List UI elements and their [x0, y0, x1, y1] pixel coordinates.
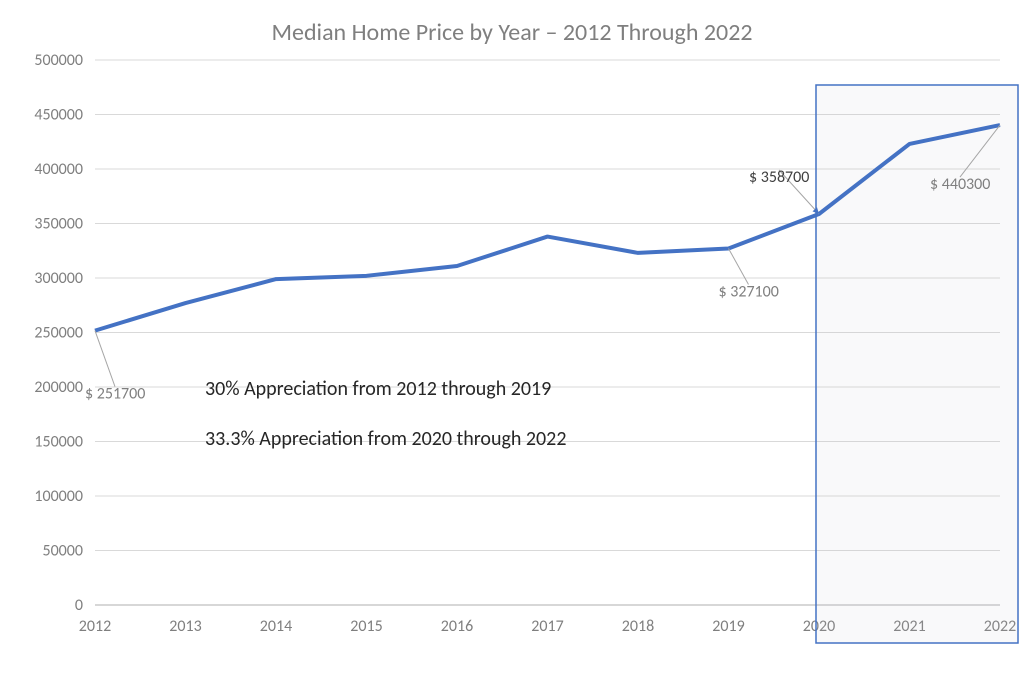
line-chart: 0 50000 100000 150000 200000 250000 300000 3500… — [0, 0, 1024, 683]
x-tick-label: 2012 — [79, 617, 111, 636]
y-tick-label: 0 — [75, 596, 83, 615]
callout-label: $ 327100 — [719, 282, 779, 301]
x-tick-label: 2013 — [169, 617, 201, 636]
y-tick-label: 300000 — [34, 269, 83, 288]
x-tick-label: 2018 — [622, 617, 654, 636]
y-tick-label: 200000 — [34, 378, 83, 397]
y-tick-label: 50000 — [42, 542, 83, 561]
y-tick-label: 500000 — [34, 51, 83, 70]
y-tick-label: 450000 — [34, 106, 83, 125]
x-tick-label: 2017 — [531, 617, 563, 636]
annotation-text: 33.3% Appreciation from 2020 through 202… — [205, 427, 566, 451]
callout-label: $ 251700 — [85, 385, 145, 404]
y-tick-label: 150000 — [34, 433, 83, 452]
y-tick-label: 100000 — [34, 487, 83, 506]
x-tick-label: 2019 — [712, 617, 744, 636]
chart-container: Median Home Price by Year – 2012 Through… — [0, 0, 1024, 683]
y-tick-label: 400000 — [34, 160, 83, 179]
callout-leader — [729, 248, 749, 284]
x-tick-label: 2016 — [441, 617, 473, 636]
annotation-text: 30% Appreciation from 2012 through 2019 — [205, 377, 551, 401]
y-tick-label: 350000 — [34, 215, 83, 234]
x-tick-label: 2015 — [350, 617, 382, 636]
callout-leader — [95, 331, 115, 387]
callout-label: $ 358700 — [749, 168, 809, 187]
y-tick-label: 250000 — [34, 324, 83, 343]
highlight-box — [816, 85, 1018, 643]
callout-label: $ 440300 — [930, 175, 990, 194]
x-tick-label: 2014 — [260, 617, 292, 636]
